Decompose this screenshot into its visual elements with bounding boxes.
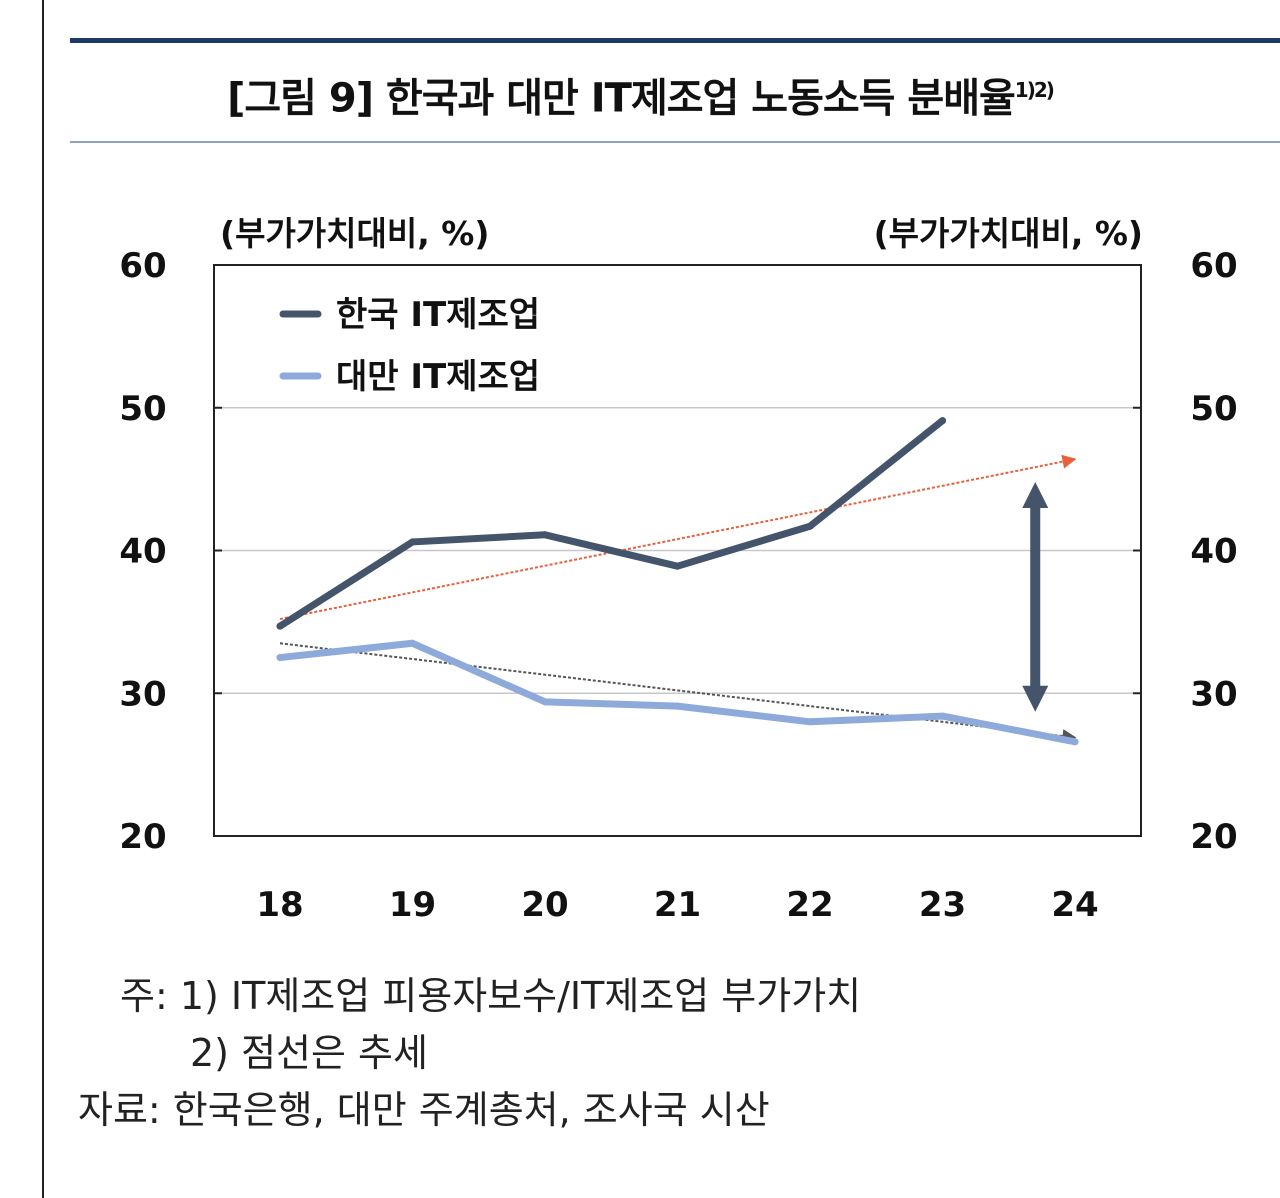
x-tick-22: 22 bbox=[786, 885, 833, 925]
y-tick-right-30: 30 bbox=[1190, 674, 1237, 714]
trendline-korea bbox=[279, 454, 1077, 621]
x-tick-21: 21 bbox=[654, 885, 701, 925]
point-korea-18 bbox=[276, 622, 284, 630]
point-taiwan-24 bbox=[1071, 738, 1079, 746]
data-series bbox=[276, 417, 1079, 746]
notes: 주: 1) IT제조업 피용자보수/IT제조업 부가가치 2) 점선은 추세 자… bbox=[78, 968, 861, 1139]
x-tick-18: 18 bbox=[256, 885, 303, 925]
chart-title: [그림 9] 한국과 대만 IT제조업 노동소득 분배율1)2) bbox=[70, 60, 1210, 122]
title-top-rule bbox=[70, 38, 1280, 43]
x-tick-23: 23 bbox=[919, 885, 966, 925]
page-left-border bbox=[42, 0, 44, 1198]
x-tick-19: 19 bbox=[389, 885, 436, 925]
annotations bbox=[1022, 481, 1049, 712]
note-source: 자료: 한국은행, 대만 주계총처, 조사국 시산 bbox=[78, 1088, 770, 1132]
note-1: 주: 1) IT제조업 피용자보수/IT제조업 부가가치 bbox=[120, 974, 862, 1018]
point-taiwan-20 bbox=[541, 698, 549, 706]
x-tick-24: 24 bbox=[1051, 885, 1098, 925]
chart-title-footnote-marks: 1)2) bbox=[1014, 78, 1055, 102]
legend-label-korea: 한국 IT제조업 bbox=[336, 295, 540, 335]
y-tick-right-20: 20 bbox=[1190, 817, 1237, 857]
point-taiwan-19 bbox=[409, 639, 416, 647]
x-axis: 18 19 20 21 22 23 24 bbox=[256, 885, 1098, 925]
y-tick-right-60: 60 bbox=[1190, 246, 1237, 286]
point-taiwan-18 bbox=[276, 654, 284, 662]
chart-title-text: [그림 9] 한국과 대만 IT제조업 노동소득 분배율 bbox=[227, 75, 1016, 122]
y-tick-left-50: 50 bbox=[119, 389, 166, 429]
y-tick-left-60: 60 bbox=[119, 246, 166, 286]
y-axis-left: 20 30 40 50 60 bbox=[119, 246, 222, 857]
point-korea-21 bbox=[674, 562, 681, 570]
y-tick-left-20: 20 bbox=[119, 817, 166, 857]
point-taiwan-21 bbox=[674, 702, 681, 710]
y-axis-left-unit: (부가가치대비, %) bbox=[220, 214, 489, 253]
point-korea-22 bbox=[806, 522, 814, 530]
point-taiwan-23 bbox=[939, 712, 946, 720]
point-taiwan-22 bbox=[806, 718, 814, 726]
point-korea-20 bbox=[541, 531, 549, 539]
point-korea-23 bbox=[939, 417, 946, 425]
trendline-taiwan bbox=[279, 642, 1077, 743]
y-tick-left-40: 40 bbox=[119, 532, 166, 572]
note-2: 2) 점선은 추세 bbox=[190, 1031, 428, 1075]
y-tick-right-50: 50 bbox=[1190, 389, 1237, 429]
series-line-korea bbox=[276, 417, 946, 630]
point-korea-19 bbox=[409, 538, 416, 546]
y-tick-right-40: 40 bbox=[1190, 532, 1237, 572]
title-bottom-rule bbox=[70, 141, 1280, 143]
y-axis-right: 20 30 40 50 60 bbox=[1133, 246, 1238, 857]
trend-lines bbox=[279, 454, 1077, 743]
grid-lines bbox=[214, 407, 1141, 694]
gap-double-arrow-0 bbox=[1022, 481, 1049, 712]
y-tick-left-30: 30 bbox=[119, 674, 166, 714]
line-chart: 20 30 40 50 60 20 30 40 50 60 18 19 20 21 22 23 24 (부가… bbox=[119, 214, 1238, 925]
x-tick-20: 20 bbox=[521, 885, 568, 925]
legend-label-taiwan: 대만 IT제조업 bbox=[336, 357, 540, 397]
y-axis-right-unit: (부가가치대비, %) bbox=[874, 214, 1143, 253]
